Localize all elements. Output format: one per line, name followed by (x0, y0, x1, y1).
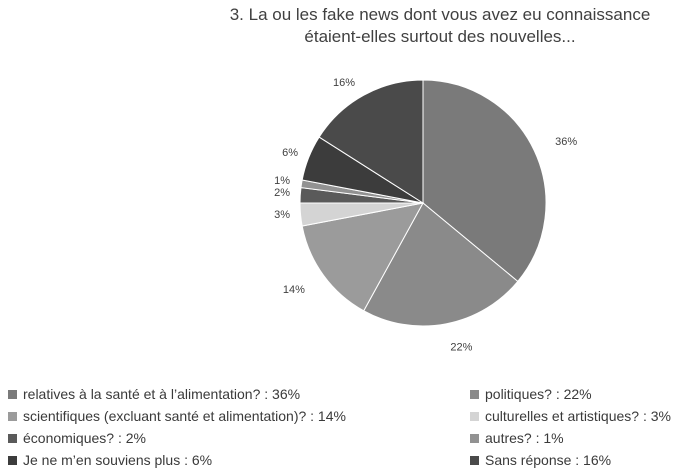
pie-slice-label-6: 1% (274, 175, 290, 187)
pie-slice-1 (422, 79, 547, 283)
legend-item-5: économiques? : 2% (8, 427, 146, 449)
legend-item-6: autres? : 1% (470, 427, 564, 449)
legend-swatch (8, 411, 17, 421)
legend-item-2: politiques? : 22% (470, 383, 592, 405)
pie-slice-label-3: 14% (283, 284, 305, 296)
legend-item-8: Sans réponse : 16% (470, 449, 611, 471)
legend-label: politiques? : 22% (485, 386, 592, 402)
legend-label: culturelles et artistiques? : 3% (485, 408, 671, 424)
legend-label: autres? : 1% (485, 430, 564, 446)
legend-item-4: culturelles et artistiques? : 3% (470, 405, 671, 427)
legend-swatch (8, 389, 17, 399)
chart-title: 3. La ou les fake news dont vous avez eu… (150, 4, 700, 48)
legend-swatch (470, 455, 479, 465)
legend-swatch (470, 389, 479, 399)
pie-slice-2 (363, 202, 519, 327)
legend-swatch (8, 455, 17, 465)
chart-title-line-1: 3. La ou les fake news dont vous avez eu… (229, 5, 651, 24)
legend-label: relatives à la santé et à l’alimentation… (23, 386, 301, 402)
pie-slice-3 (301, 202, 424, 312)
chart-title-line-2: étaient-elles surtout des nouvelles... (304, 27, 576, 46)
legend-label: économiques? : 2% (23, 430, 146, 446)
pie-slice-label-8: 16% (333, 77, 355, 89)
legend-item-7: Je ne m’en souviens plus : 6% (8, 449, 212, 471)
legend-swatch (470, 411, 479, 421)
legend-label: Je ne m’en souviens plus : 6% (23, 452, 213, 468)
pie-slice-label-7: 6% (282, 147, 298, 159)
legend-swatch (470, 433, 479, 443)
legend-swatch (8, 433, 17, 443)
pie-slice-label-2: 22% (450, 341, 472, 353)
pie-slice-label-5: 2% (274, 187, 290, 199)
legend: relatives à la santé et à l’alimentation… (0, 383, 700, 469)
pie-slice-label-1: 36% (555, 136, 577, 148)
pie-chart: 36% 22% 14% 3% 2%1% 6% 16% (274, 77, 577, 353)
legend-label: scientifiques (excluant santé et aliment… (23, 408, 346, 424)
pie-slice-8 (318, 79, 424, 204)
legend-item-3: scientifiques (excluant santé et aliment… (8, 405, 346, 427)
pie-slice-label-4: 3% (274, 209, 290, 221)
legend-item-1: relatives à la santé et à l’alimentation… (8, 383, 300, 405)
legend-label: Sans réponse : 16% (485, 452, 612, 468)
